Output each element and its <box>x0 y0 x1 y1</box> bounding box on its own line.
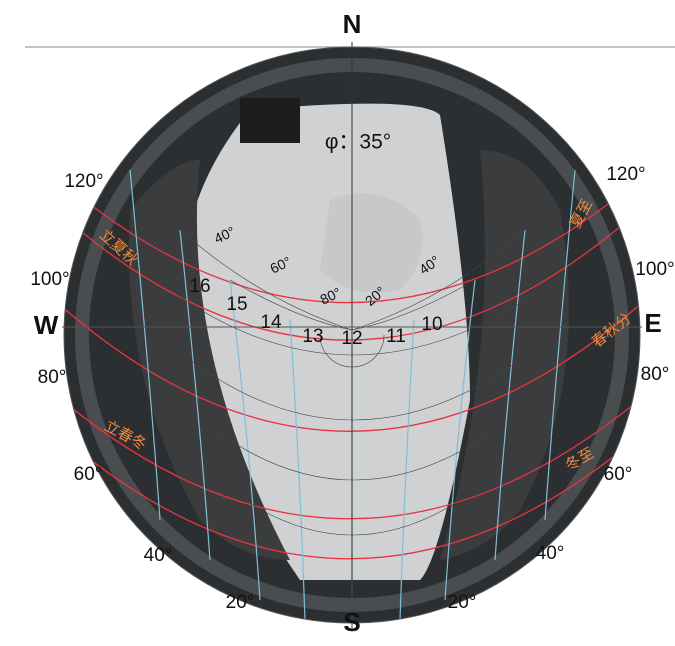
hour-label: 16 <box>189 276 210 297</box>
latitude-label: φ：35° <box>325 131 391 154</box>
azimuth-label: 20° <box>226 592 255 613</box>
sky-diagram: N S W E φ：35° 120° 100° 80° 60° 40° 20° 120° 10… <box>0 0 675 641</box>
azimuth-label: 40° <box>536 543 565 564</box>
azimuth-label: 20° <box>448 592 477 613</box>
east-label: E <box>644 308 661 338</box>
south-label: S <box>343 607 360 637</box>
hour-label: 15 <box>226 294 247 315</box>
page: {"compass": {"north": "N", "south": "S",… <box>0 0 675 641</box>
azimuth-label: 60° <box>74 464 103 485</box>
hour-label: 14 <box>260 312 282 333</box>
north-label: N <box>343 9 362 39</box>
azimuth-label: 120° <box>606 164 645 185</box>
hour-label: 13 <box>302 326 323 347</box>
azimuth-label: 80° <box>38 367 67 388</box>
azimuth-label: 80° <box>641 364 670 385</box>
azimuth-label: 100° <box>30 269 69 290</box>
hour-label: 11 <box>386 326 406 347</box>
hour-label: 12 <box>341 328 362 349</box>
hour-label: 10 <box>421 314 442 335</box>
azimuth-label: 120° <box>64 171 103 192</box>
west-label: W <box>34 310 59 340</box>
azimuth-label: 60° <box>604 464 633 485</box>
azimuth-label: 100° <box>635 259 674 280</box>
azimuth-label: 40° <box>144 545 173 566</box>
